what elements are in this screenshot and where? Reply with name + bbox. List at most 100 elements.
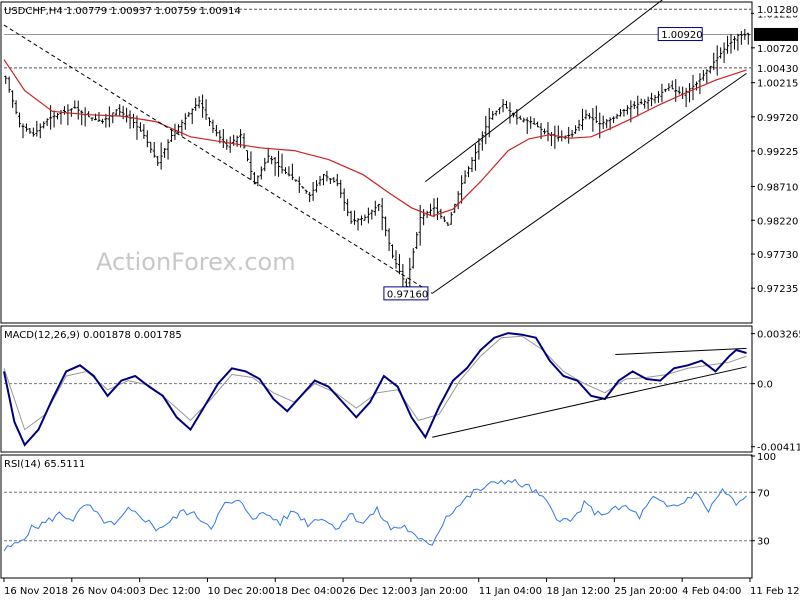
price-bar [387, 228, 391, 251]
price-bar [111, 112, 115, 124]
level-tag-1: 1.01280 [754, 2, 798, 16]
price-bar [11, 90, 15, 108]
price-bar [245, 150, 249, 162]
macd-y-tick-label: -0.004119 [757, 443, 800, 454]
price-bar [62, 106, 66, 115]
price-bar [56, 113, 60, 120]
price-y-tick-label: 0.97730 [757, 250, 798, 261]
current-price-tag: 1.00914 [754, 27, 798, 41]
price-bar [24, 123, 28, 132]
price-bar [719, 47, 723, 59]
price-bar [256, 175, 260, 187]
price-bar [435, 197, 439, 220]
price-bar [684, 87, 688, 108]
price-bar [159, 142, 163, 170]
price-bar [636, 95, 640, 117]
price-bar [163, 148, 167, 158]
price-bar [422, 209, 426, 226]
macd-trendline-1 [432, 366, 747, 438]
price-bar [80, 110, 84, 126]
price-bar [532, 118, 536, 125]
price-bar [494, 110, 498, 116]
price-bar [484, 115, 488, 145]
price-annotation: 1.00920 [657, 27, 703, 42]
price-bar [76, 100, 80, 120]
price-bar [397, 254, 401, 275]
price-bar [639, 98, 643, 105]
price-bar [100, 118, 104, 124]
price-bar [518, 115, 522, 120]
price-bar [145, 130, 149, 148]
price-bar [577, 119, 581, 132]
price-bar [732, 36, 736, 50]
price-bar [197, 96, 201, 109]
price-panel [0, 1, 753, 324]
price-bar [104, 113, 108, 128]
price-bar [201, 94, 205, 118]
wedge-dashed-line [3, 24, 433, 294]
x-tick-label: 26 Nov 04:00 [72, 586, 139, 597]
level-tag-1-text: 1.01280 [757, 5, 798, 16]
price-bar [214, 125, 218, 137]
price-bar [622, 108, 626, 117]
price-bar [235, 135, 239, 147]
rsi-y-tick-label: 70 [757, 488, 770, 499]
rsi-panel [0, 454, 753, 579]
price-bar [259, 166, 263, 180]
macd-y-tick-label: 0.0 [757, 380, 773, 391]
rsi-title: RSI(14) 65.5111 [4, 459, 85, 470]
price-y-tick-label: 1.00215 [757, 79, 798, 90]
price-bar [138, 122, 142, 132]
price-bar [97, 111, 101, 122]
macd-panel [0, 325, 753, 453]
price-y-tick-label: 0.98220 [757, 216, 798, 227]
price-bar [460, 175, 464, 204]
price-bar [615, 113, 619, 120]
price-bar [643, 99, 647, 109]
annotation-box [657, 27, 703, 42]
price-bar [660, 83, 664, 103]
price-bar [505, 100, 509, 109]
price-bar [142, 124, 146, 139]
level-tag-1-bg [754, 2, 798, 16]
price-bar [705, 69, 709, 84]
price-bar [432, 198, 436, 218]
price-bar [594, 105, 598, 124]
price-bar [726, 35, 730, 54]
price-bar [315, 180, 319, 193]
price-bar [346, 198, 350, 217]
price-bar [280, 153, 284, 174]
price-bar [190, 108, 194, 124]
price-bar [570, 130, 574, 138]
price-bar [14, 100, 18, 115]
price-bar [543, 128, 547, 135]
price-bar [7, 76, 11, 93]
price-bar [722, 42, 726, 63]
price-bar [290, 163, 294, 180]
price-bar [118, 104, 122, 116]
price-bar [429, 203, 433, 216]
price-bar [394, 250, 398, 269]
price-bar [591, 108, 595, 132]
price-bar [28, 127, 32, 134]
price-bar [349, 210, 353, 224]
price-bar [308, 191, 312, 203]
price-bar [325, 170, 329, 182]
channel-line-1 [425, 0, 663, 183]
price-bar [612, 116, 616, 124]
annotation-text: 1.00920 [661, 30, 702, 41]
price-bar [580, 108, 584, 131]
price-bar [277, 150, 281, 177]
price-bar [736, 33, 740, 51]
price-bar [90, 117, 94, 122]
price-bar [601, 115, 605, 130]
price-bar [667, 83, 671, 92]
price-bar [605, 119, 609, 129]
price-bar [356, 218, 360, 231]
price-bar [746, 32, 750, 45]
price-bar [498, 107, 502, 115]
price-bar [446, 222, 450, 226]
price-bar [650, 92, 654, 107]
price-bar [353, 210, 357, 225]
price-bar [625, 105, 629, 115]
